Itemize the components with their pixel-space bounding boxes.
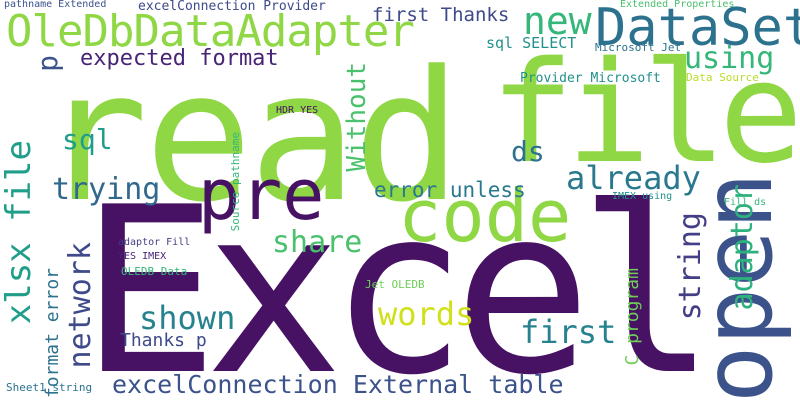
- word-jet-oledb: Jet OLEDB: [365, 278, 425, 291]
- word-xlsx-file: xlsx file: [0, 140, 39, 325]
- word-pre: pre: [198, 154, 325, 236]
- word-p: p: [31, 55, 64, 72]
- word-string: string: [673, 212, 708, 321]
- word-expected-format: expected format: [80, 46, 279, 71]
- word-provider-microsoft: Provider Microsoft: [520, 71, 661, 86]
- word-microsoft-jet: Microsoft Jet: [595, 41, 682, 54]
- word-source-pathname: Source pathname: [229, 132, 242, 232]
- word-format-error: format error: [42, 268, 63, 399]
- word-excelconnection-provider: excelConnection Provider: [138, 0, 326, 14]
- word-using: using: [684, 41, 775, 76]
- word-dataset: DataSet: [595, 0, 800, 58]
- word-data-source: Data Source: [686, 71, 759, 84]
- word-pathname-extended: pathname Extended: [4, 0, 107, 10]
- word-file: file: [490, 32, 800, 195]
- word-c-program: C program: [622, 268, 643, 366]
- word-new: new: [523, 0, 592, 43]
- word-first: first: [520, 313, 617, 351]
- word-oledbdataadapter: OleDbDataAdapter: [6, 6, 415, 57]
- word-first-thanks: first Thanks: [372, 4, 510, 26]
- word-hdr-yes: HDR YES: [276, 105, 319, 116]
- word-read: read: [40, 33, 461, 242]
- word-trying: trying: [52, 172, 161, 207]
- word-network: network: [63, 242, 98, 369]
- word-thanks-p: Thanks p: [120, 330, 207, 351]
- word-ds: ds: [511, 135, 545, 168]
- word-sql-select: sql SELECT: [486, 34, 577, 52]
- word-yes-imex: YES IMEX: [118, 251, 167, 262]
- word-without: Without: [342, 62, 372, 172]
- word-code: code: [398, 174, 572, 258]
- word-shown: shown: [139, 299, 236, 337]
- word-extended-properties: Extended Properties: [620, 0, 735, 10]
- word-excelconnection-external-table: excelConnection External table: [112, 370, 564, 399]
- word-words: words: [378, 295, 475, 333]
- word-share: share: [272, 225, 363, 260]
- word-sql: sql: [62, 123, 113, 156]
- word-oledb-data: OLEDB Data: [121, 265, 188, 278]
- word-error-unless: error unless: [374, 178, 526, 202]
- word-imex-using: IMEX using: [612, 191, 673, 202]
- word-excel: Excel: [80, 159, 716, 400]
- word-adaptor-fill: adaptor Fill: [118, 237, 191, 248]
- word-fill-ds: Fill ds: [724, 197, 767, 208]
- word-sheet1-string: Sheet1 string: [6, 381, 93, 394]
- word-already: already: [566, 159, 701, 197]
